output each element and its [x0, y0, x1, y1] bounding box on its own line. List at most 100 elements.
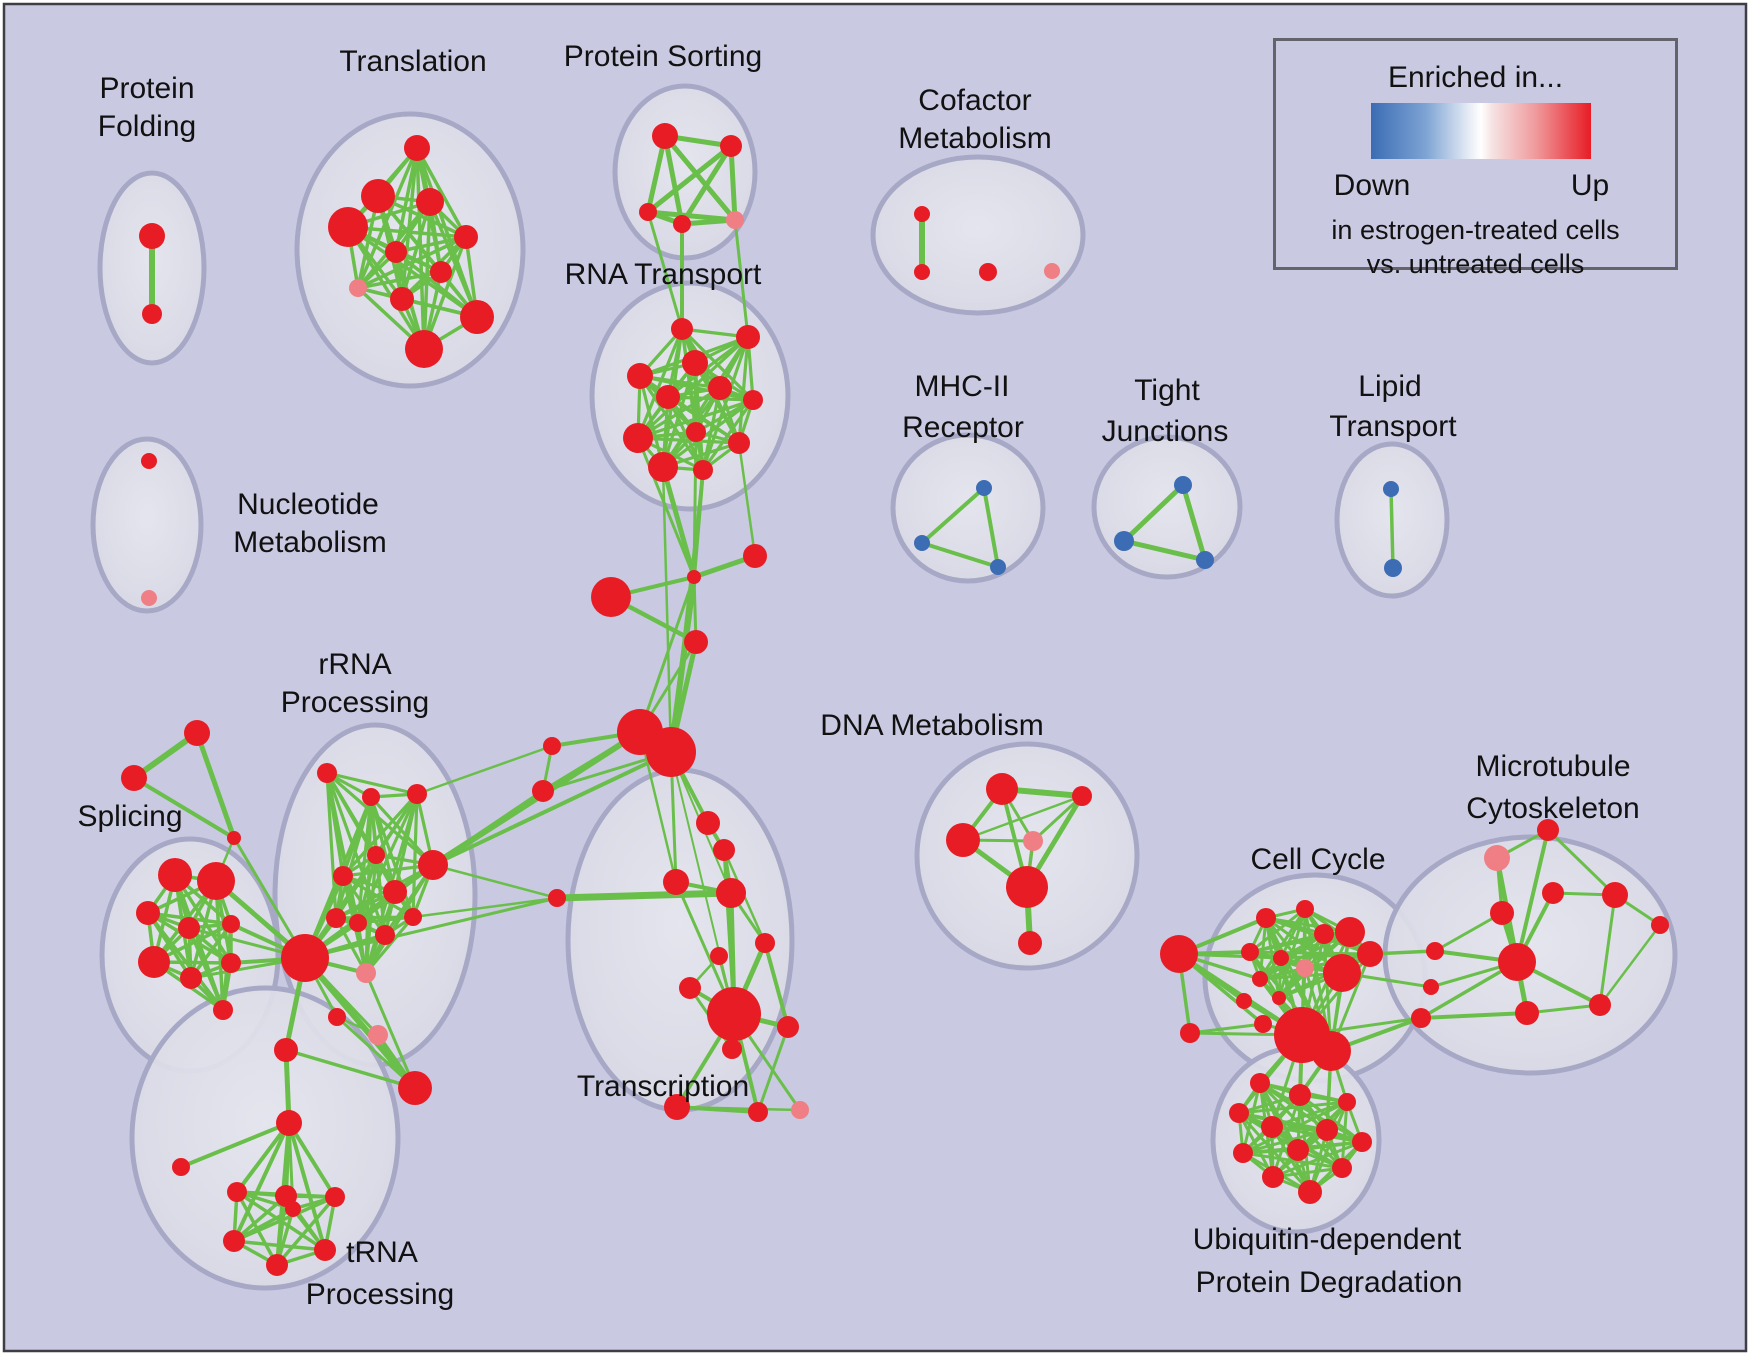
edge	[364, 971, 417, 1090]
node-S7	[180, 967, 202, 989]
node-TR10	[722, 1039, 742, 1059]
edge	[636, 327, 684, 440]
edge	[679, 143, 734, 227]
edge	[415, 744, 554, 796]
edge	[1598, 893, 1617, 1007]
cluster-label: Splicing	[77, 800, 182, 833]
node-S4	[178, 917, 200, 939]
node-TR13	[791, 1101, 809, 1119]
edge	[1525, 1003, 1602, 1015]
node-U4	[1229, 1103, 1249, 1123]
edge	[341, 792, 419, 878]
node-C4	[1044, 263, 1060, 279]
node-R2	[362, 788, 380, 806]
cluster-label: Metabolism	[233, 526, 386, 559]
edge	[341, 863, 435, 878]
node-TR11	[664, 1094, 690, 1120]
node-M11	[1537, 819, 1559, 841]
edge	[638, 730, 678, 884]
edge	[636, 436, 696, 579]
node-SB	[121, 765, 147, 791]
node-TJ3	[1196, 551, 1214, 569]
node-M2	[1423, 979, 1439, 995]
node-D6	[1018, 931, 1042, 955]
edge	[662, 133, 738, 223]
node-U11	[1332, 1158, 1352, 1178]
node-T9	[390, 287, 414, 311]
node-RT6	[656, 385, 680, 409]
node-R14	[398, 1071, 432, 1105]
node-CC13	[1272, 991, 1286, 1005]
edge	[302, 955, 418, 1091]
edge	[1419, 1011, 1529, 1020]
cluster-label: Tight	[1134, 374, 1200, 407]
node-T3	[416, 188, 444, 216]
edge	[364, 915, 415, 975]
node-N0	[274, 1038, 298, 1062]
node-X4	[684, 630, 708, 654]
node-S8	[221, 953, 241, 973]
cluster-label: MHC-II	[915, 370, 1010, 403]
edge	[920, 541, 1000, 569]
edge	[1121, 538, 1208, 563]
cluster-label: Cell Cycle	[1250, 843, 1385, 876]
edge	[428, 200, 479, 319]
node-U6	[1316, 1119, 1338, 1141]
node-NM2	[141, 590, 157, 606]
node-S3	[136, 901, 160, 925]
cluster-label: tRNA	[346, 1236, 418, 1269]
edge	[287, 1121, 327, 1252]
node-R16	[368, 1025, 388, 1045]
edge	[662, 133, 685, 227]
node-SC	[227, 831, 241, 845]
node-TR5	[755, 933, 775, 953]
edge	[287, 1121, 337, 1199]
node-S5	[222, 915, 240, 933]
node-NH	[276, 1110, 302, 1136]
edge	[737, 441, 757, 558]
node-RT9	[623, 423, 653, 453]
node-LP2	[1384, 559, 1402, 577]
node-X1	[687, 570, 701, 584]
node-U9	[1287, 1139, 1309, 1161]
edge	[1598, 923, 1662, 1007]
legend-up-label: Up	[1570, 169, 1610, 202]
node-TR6	[710, 947, 728, 965]
node-TR1	[696, 811, 720, 835]
edge	[1248, 907, 1307, 954]
edge	[636, 436, 741, 445]
edge	[415, 146, 468, 239]
edge	[756, 1025, 790, 1114]
node-TR12	[748, 1102, 768, 1122]
edge	[132, 776, 236, 840]
node-CC12	[1236, 993, 1252, 1009]
edge	[275, 1195, 337, 1267]
edge	[232, 1194, 288, 1243]
node-N1	[172, 1158, 190, 1176]
node-N8	[266, 1254, 288, 1276]
node-M10	[1589, 994, 1611, 1016]
node-MH1	[976, 480, 992, 496]
node-RT1	[671, 318, 693, 340]
cluster-ellipse-nucleotide-metabolism	[90, 436, 204, 614]
edge	[284, 1048, 417, 1090]
node-T4	[328, 207, 368, 247]
legend-title: Enriched in...	[1387, 61, 1564, 94]
edge	[1433, 911, 1504, 953]
cluster-label: Lipid	[1358, 370, 1421, 403]
cluster-label: Ubiquitin-dependent	[1193, 1223, 1462, 1256]
node-R11	[375, 925, 395, 945]
node-U10	[1262, 1166, 1284, 1188]
edge	[346, 225, 426, 351]
node-TR3	[663, 869, 689, 895]
node-TJ2	[1114, 531, 1134, 551]
edge	[763, 941, 790, 1029]
node-T10	[460, 300, 494, 334]
node-M4	[1490, 901, 1514, 925]
edge	[189, 922, 233, 980]
cluster-label: Junctions	[1102, 415, 1229, 448]
edge	[431, 789, 545, 867]
node-MH2	[914, 535, 930, 551]
edge	[1180, 482, 1208, 563]
